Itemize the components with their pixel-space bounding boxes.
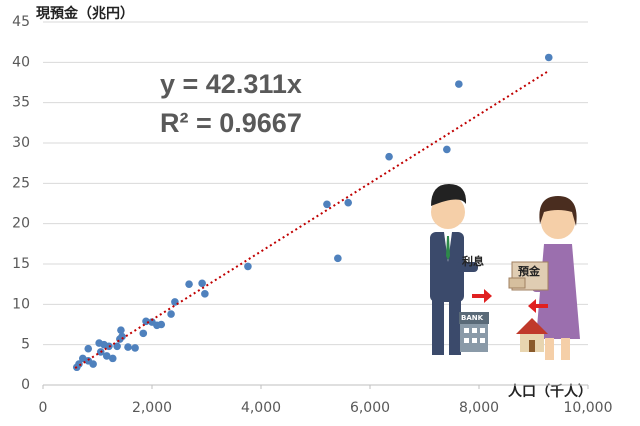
y-tick-label: 45 [12,14,30,30]
illustration [430,184,580,360]
point [102,352,111,360]
point [443,145,451,154]
y-tick-label: 10 [12,296,30,312]
x-tick-label: 0 [39,400,48,416]
y-tick-label: 25 [12,175,30,191]
point [148,318,156,326]
y-tick-label: 15 [12,256,30,272]
y-axis-label: 現預金（兆円） [36,5,134,22]
y-tick-label: 0 [21,377,30,393]
equation: y = 42.311x [160,69,302,99]
y-tick-label: 5 [21,337,30,353]
point [100,340,108,349]
y-tick-label: 40 [12,54,30,70]
point [185,280,193,288]
point [323,200,331,209]
x-tick-label: 2,000 [132,400,172,416]
point [385,152,393,161]
point [455,80,463,88]
point [117,326,125,334]
r-squared: R² = 0.9667 [160,108,302,138]
x-axis-label: 人口（千人） [508,383,592,400]
point [124,343,132,351]
x-tick-label: 8,000 [459,400,499,416]
point [334,254,342,263]
point [244,262,252,271]
point [201,290,209,298]
point [544,53,553,62]
trendline [74,70,549,369]
point [113,342,121,351]
point [108,354,117,363]
y-tick-label: 30 [12,135,30,151]
point [84,344,93,353]
bank-label: BANK [461,314,484,322]
point [198,279,206,288]
x-tick-label: 10,000 [564,400,613,416]
point [344,198,353,207]
point [167,310,175,318]
x-tick-label: 4,000 [241,400,281,416]
point [157,320,166,329]
interest-label: 利息 [462,254,484,268]
point [139,329,148,338]
point [131,344,139,352]
point [78,354,87,363]
y-tick-label: 20 [12,216,30,232]
deposit-label: 預金 [518,264,541,278]
y-tick-label: 35 [12,95,30,111]
x-tick-label: 6,000 [350,400,390,416]
point [142,317,150,326]
point [89,360,97,368]
